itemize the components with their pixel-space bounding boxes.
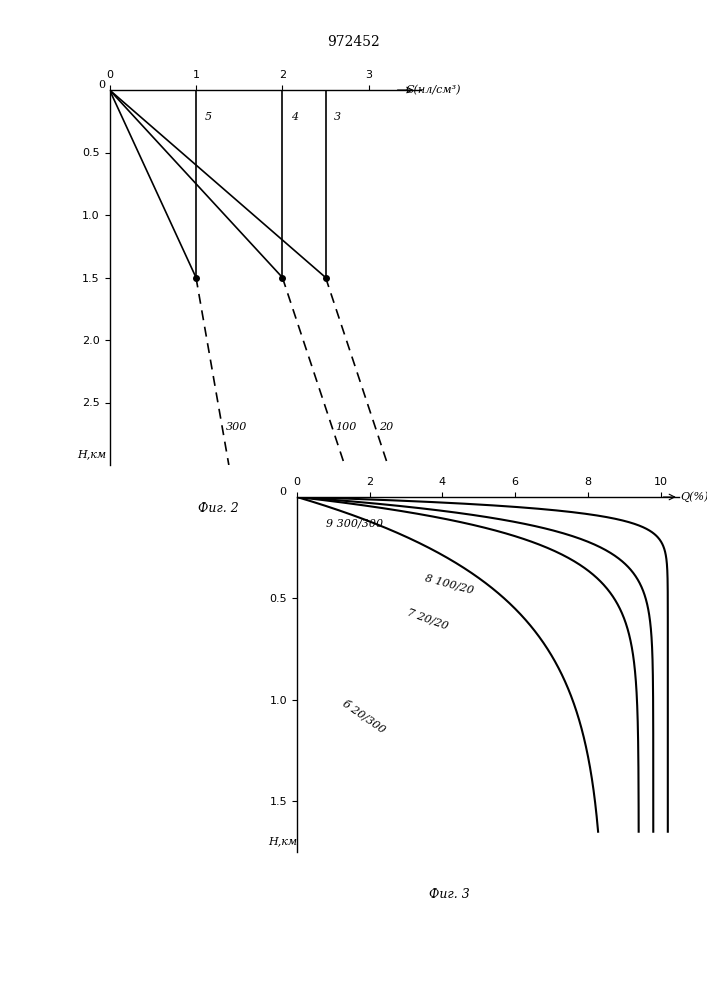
Text: 20: 20 <box>379 422 393 432</box>
Text: 300: 300 <box>226 422 247 432</box>
Text: H,км: H,км <box>268 836 297 846</box>
Text: 3: 3 <box>334 112 341 122</box>
Text: Q(%): Q(%) <box>681 492 707 502</box>
Text: 100: 100 <box>336 422 357 432</box>
Text: 9 300/300: 9 300/300 <box>326 518 383 528</box>
Text: 0: 0 <box>98 80 105 90</box>
Text: 8 100/20: 8 100/20 <box>424 573 475 596</box>
Text: Фиг. 3: Фиг. 3 <box>429 888 470 900</box>
Text: C(нл/см³): C(нл/см³) <box>405 85 461 95</box>
Text: б 20/300: б 20/300 <box>341 698 387 735</box>
Text: Фиг. 2: Фиг. 2 <box>198 502 239 516</box>
Text: H,км: H,км <box>77 449 106 459</box>
Text: 972452: 972452 <box>327 35 380 49</box>
Text: 5: 5 <box>204 112 212 122</box>
Text: 4: 4 <box>291 112 298 122</box>
Text: 0: 0 <box>279 487 286 497</box>
Text: 7 20/20: 7 20/20 <box>406 607 450 631</box>
